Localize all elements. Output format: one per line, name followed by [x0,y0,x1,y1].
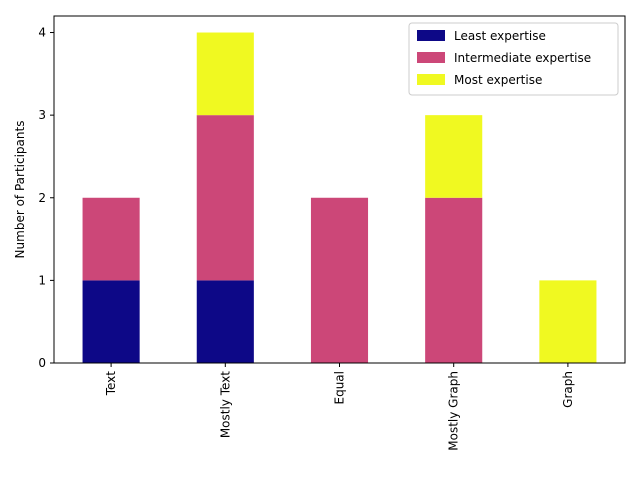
bar-mostly-text-least-expertise [196,280,254,363]
bar-graph-most-expertise [539,280,597,363]
legend-box [408,22,619,96]
legend: Least expertise Intermediate expertise Mos… [408,22,619,96]
y-tick-label: 4 [38,26,46,40]
bar-text-intermediate-expertise [82,197,140,281]
bar-mostly-text-intermediate-expertise [196,115,254,281]
legend-label-most-expertise: Most expertise [454,73,542,87]
x-tick-label-graph: Graph [561,371,575,408]
y-tick-label: 3 [38,108,46,122]
legend-swatch-least-expertise [417,30,445,41]
axes-layer: 0 1 2 3 4 Number of Participants Text Mostly Te… [13,15,626,451]
y-tick-label: 2 [38,191,46,205]
x-tick-label-mostly-text: Mostly Text [218,371,232,438]
bar-text-least-expertise [82,280,140,363]
bars-layer [82,32,597,363]
x-tick-label-equal: Equal [333,371,347,405]
y-axis-label: Number of Participants [13,121,27,259]
x-tick-label-text: Text [104,371,118,397]
bar-mostly-graph-intermediate-expertise [425,197,483,363]
bar-mostly-graph-most-expertise [425,115,483,198]
bar-equal-intermediate-expertise [310,197,369,363]
legend-swatch-most-expertise [417,74,445,85]
legend-label-least-expertise: Least expertise [454,29,546,43]
x-tick-label-mostly-graph: Mostly Graph [447,371,461,451]
y-tick-label: 1 [38,273,46,287]
legend-swatch-intermediate-expertise [417,52,445,63]
legend-label-intermediate-expertise: Intermediate expertise [454,51,591,65]
y-tick-label: 0 [38,356,46,370]
bar-mostly-text-most-expertise [196,32,254,116]
